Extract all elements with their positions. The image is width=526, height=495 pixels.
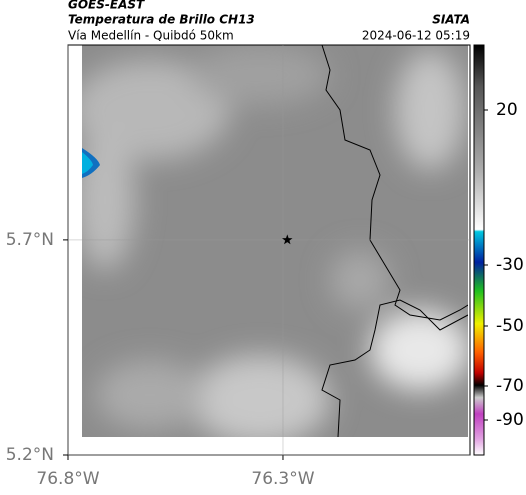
timestamp: 2024-06-12 05:19 xyxy=(362,29,470,43)
colorbar xyxy=(473,44,485,456)
satellite-image xyxy=(82,45,468,437)
map-frame xyxy=(67,44,471,456)
location-marker xyxy=(282,234,293,245)
lat-tick-label: 5.7°N xyxy=(6,230,54,250)
region: Vía Medellín - Quibdó 50km xyxy=(68,29,234,43)
colorbar-tick-label: -90 xyxy=(496,410,524,430)
product: Temperatura de Brillo CH13 xyxy=(68,13,255,27)
colorbar-tick-label: -50 xyxy=(496,316,524,336)
satellite: GOES-EAST xyxy=(68,0,145,12)
colorbar-tick-label: -30 xyxy=(496,255,524,275)
source: SIATA xyxy=(432,13,470,27)
lat-tick-label: 5.2°N xyxy=(6,445,54,465)
lon-tick-label: 76.8°W xyxy=(36,469,99,489)
colorbar-tick-label: 20 xyxy=(496,100,518,120)
lon-tick-label: 76.3°W xyxy=(251,469,314,489)
colorbar-tick-label: -70 xyxy=(496,376,524,396)
